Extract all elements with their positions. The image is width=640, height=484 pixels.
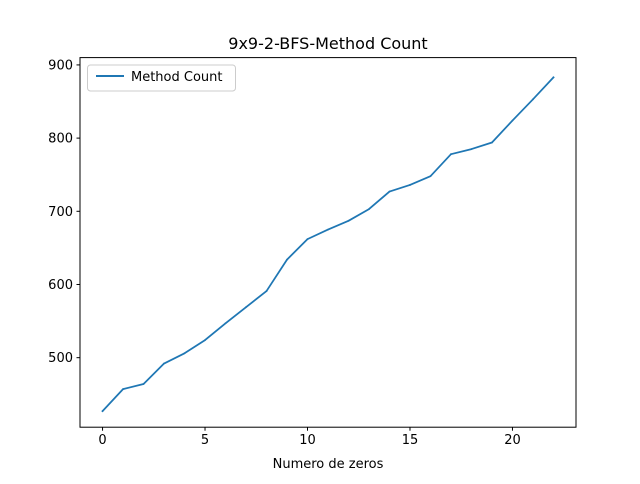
data-point (327, 228, 329, 231)
data-point (142, 383, 145, 385)
data-point (183, 352, 186, 355)
data-point (306, 238, 309, 241)
data-point (265, 290, 268, 292)
x-tick-label: 15 (402, 433, 419, 448)
data-point (245, 306, 247, 309)
data-point (163, 362, 165, 365)
x-axis-label: Numero de zeros (273, 457, 384, 472)
chart-title: 9x9-2-BFS-Method Count (228, 34, 427, 53)
y-tick-label: 800 (48, 132, 73, 147)
data-point (409, 184, 411, 186)
axis-ticks: 0 5 10 15 20 500 600 700 800 900 (48, 58, 521, 448)
data-point (450, 153, 452, 156)
legend: Method Count (87, 64, 236, 92)
data-point (491, 141, 493, 144)
x-tick-label: 20 (504, 433, 521, 448)
data-point (122, 388, 124, 391)
data-point (347, 219, 350, 222)
x-tick-label: 10 (299, 433, 316, 448)
y-tick-label: 700 (48, 205, 73, 220)
y-tick-label: 600 (48, 278, 73, 293)
data-point (204, 339, 206, 342)
plot-area-frame (79, 57, 577, 428)
legend-label: Method Count (131, 70, 223, 85)
data-point (552, 76, 555, 79)
legend-box (87, 64, 236, 92)
x-tick-label: 5 (201, 433, 209, 448)
data-point (224, 322, 227, 325)
data-point (368, 208, 370, 211)
data-point (388, 190, 391, 193)
data-point (532, 98, 534, 101)
y-tick-label: 500 (48, 351, 73, 366)
series-layer (101, 76, 555, 413)
data-point (101, 410, 104, 412)
y-tick-label: 900 (48, 58, 73, 73)
data-point (470, 148, 473, 150)
data-point (429, 175, 432, 178)
x-tick-label: 0 (98, 433, 106, 448)
data-point (286, 258, 288, 261)
data-point (511, 119, 514, 122)
